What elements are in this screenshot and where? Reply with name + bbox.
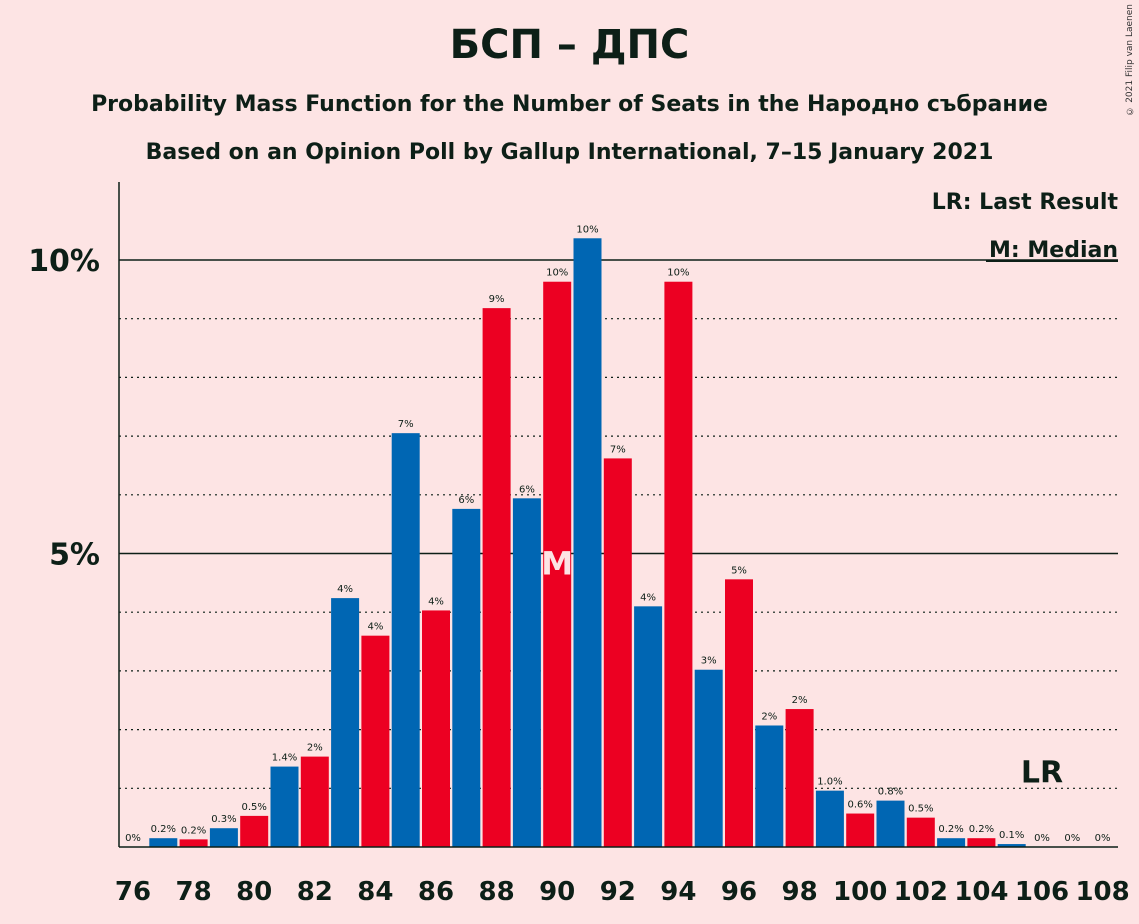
data-label-seat-106: 0% <box>1034 833 1050 844</box>
data-label-seat-88: 9% <box>489 294 505 305</box>
bar-seat-84 <box>361 635 390 847</box>
data-labels: 0% 0.2% 0.2% 0.3% 0.5% 1.4% 2% 4% 4% 7% 4% 6% 9% 6% 10… <box>125 224 1110 844</box>
median-marker: M <box>541 544 573 582</box>
data-label-seat-84: 4% <box>367 622 383 633</box>
data-label-seat-98: 2% <box>792 695 808 706</box>
data-label-seat-94: 10% <box>667 268 689 279</box>
bar-seat-81 <box>270 766 299 847</box>
x-tick-label: 102 <box>894 877 948 907</box>
chart-subtitle: Probability Mass Function for the Number… <box>91 92 1048 117</box>
bar-seat-99 <box>815 790 844 847</box>
data-label-seat-99: 1.0% <box>817 777 842 788</box>
bar-seat-98 <box>785 709 814 847</box>
data-label-seat-86: 4% <box>428 596 444 607</box>
bar-seat-77 <box>149 838 178 847</box>
chart-title: БСП – ДПС <box>449 22 690 68</box>
bar-seat-102 <box>906 817 935 847</box>
data-label-seat-97: 2% <box>761 711 777 722</box>
data-label-seat-85: 7% <box>398 419 414 430</box>
data-label-seat-76: 0% <box>125 833 141 844</box>
y-tick-label: 10% <box>28 244 100 279</box>
bar-seat-96 <box>725 579 753 847</box>
bar-seat-94 <box>664 281 693 847</box>
bar-seat-83 <box>331 598 360 847</box>
x-tick-label: 82 <box>297 877 333 907</box>
data-label-seat-103: 0.2% <box>938 824 963 835</box>
data-label-seat-82: 2% <box>307 743 323 754</box>
data-label-seat-93: 4% <box>640 592 656 603</box>
bar-seat-87 <box>452 508 481 847</box>
data-label-seat-83: 4% <box>337 584 353 595</box>
bar-seat-105 <box>997 844 1026 847</box>
legend-median: M: Median <box>989 238 1118 263</box>
x-tick-label: 104 <box>954 877 1008 907</box>
bar-seat-90 <box>543 281 572 847</box>
bar-seat-93 <box>634 606 663 847</box>
bar-seat-104 <box>967 838 996 847</box>
data-label-seat-89: 6% <box>519 484 535 495</box>
x-tick-label: 90 <box>539 877 575 907</box>
bar-seat-100 <box>846 813 875 847</box>
data-label-seat-90: 10% <box>546 268 568 279</box>
bar-seat-91 <box>573 238 602 847</box>
x-tick-label: 106 <box>1015 877 1069 907</box>
data-label-seat-95: 3% <box>701 656 717 667</box>
data-label-seat-96: 5% <box>731 565 747 576</box>
bar-seat-80 <box>240 815 269 847</box>
bar-seat-79 <box>209 828 238 847</box>
data-label-seat-102: 0.5% <box>908 804 933 815</box>
legend-last-result: LR: Last Result <box>932 190 1119 215</box>
x-tick-label: 94 <box>660 877 696 907</box>
x-tick-label: 108 <box>1075 877 1129 907</box>
data-label-seat-101: 0.8% <box>878 787 903 798</box>
bar-seat-95 <box>694 669 723 847</box>
x-tick-label: 96 <box>721 877 757 907</box>
x-tick-label: 100 <box>833 877 887 907</box>
bar-seat-78 <box>179 839 208 847</box>
last-result-marker: LR <box>1021 755 1063 790</box>
bar-seat-85 <box>391 433 420 847</box>
data-label-seat-87: 6% <box>458 495 474 506</box>
x-tick-label: 78 <box>176 877 212 907</box>
y-tick-label: 5% <box>49 538 100 573</box>
bar-seat-101 <box>876 800 905 847</box>
x-tick-label: 98 <box>782 877 818 907</box>
data-label-seat-77: 0.2% <box>151 824 176 835</box>
data-label-seat-80: 0.5% <box>241 802 266 813</box>
data-label-seat-81: 1.4% <box>272 753 297 764</box>
data-label-seat-100: 0.6% <box>847 800 872 811</box>
data-label-seat-91: 10% <box>576 224 598 235</box>
bar-seat-92 <box>603 458 632 847</box>
data-label-seat-105: 0.1% <box>999 830 1024 841</box>
x-tick-label: 88 <box>479 877 515 907</box>
bars <box>149 238 1026 847</box>
x-tick-label: 92 <box>600 877 636 907</box>
x-tick-label: 80 <box>236 877 272 907</box>
data-label-seat-78: 0.2% <box>181 825 206 836</box>
data-label-seat-92: 7% <box>610 444 626 455</box>
x-tick-label: 84 <box>357 877 393 907</box>
axes: 5%10%76 78 80 82 84 86 88 90 92 94 96 98 100 102 104 10… <box>28 182 1130 907</box>
data-label-seat-107: 0% <box>1064 833 1080 844</box>
data-label-seat-104: 0.2% <box>969 824 994 835</box>
bar-seat-88 <box>482 308 511 847</box>
x-tick-label: 76 <box>115 877 151 907</box>
bar-seat-89 <box>512 498 541 847</box>
chart-subtitle-poll: Based on an Opinion Poll by Gallup Inter… <box>145 140 994 165</box>
x-tick-label: 86 <box>418 877 454 907</box>
bar-seat-97 <box>755 725 784 847</box>
bar-seat-82 <box>300 756 329 847</box>
bar-seat-103 <box>937 838 966 847</box>
data-label-seat-108: 0% <box>1095 833 1111 844</box>
data-label-seat-79: 0.3% <box>211 814 236 825</box>
bar-seat-86 <box>422 610 450 847</box>
